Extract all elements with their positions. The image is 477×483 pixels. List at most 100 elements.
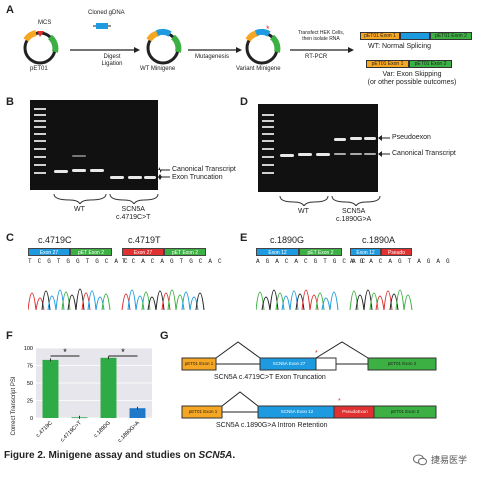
- rt-pcr-label: RT-PCR: [305, 54, 328, 60]
- pet01-label: pET01: [30, 66, 48, 72]
- chart-ytick-label: 50: [27, 381, 33, 387]
- chart-xtick-label: c.1890G: [93, 420, 112, 439]
- gel-d-braces: [279, 195, 381, 206]
- chart-ylabel: Correct Transcript PSI: [11, 376, 17, 435]
- g-row1-label: SCN5A c.4719C>T Exon Truncation: [214, 374, 326, 381]
- e-left-petexon2: pET Exon 2: [299, 248, 342, 256]
- gel-d-pseudoexon-label: Pseudoexon: [392, 134, 431, 141]
- caption-gene: SCN5A: [198, 450, 233, 461]
- g-row2-label: SCN5A c.1890G>A Intron Retention: [216, 422, 328, 429]
- watermark-text: 捷易医学: [430, 455, 467, 465]
- var-bar-exon1: pET01 Exon 1: [366, 60, 409, 68]
- var-bar-exon2: pET01 Exon 2: [409, 60, 452, 68]
- chart-xtick-label: c.4719C>T: [60, 420, 84, 444]
- e-right-title: c.1890A: [362, 235, 396, 245]
- watermark: 捷易医学: [412, 453, 467, 466]
- var-outcome-bar: pET01 Exon 1 pET01 Exon 2: [366, 60, 452, 68]
- gel-b-wt-label: WT: [74, 206, 85, 213]
- cloned-gdna-label: Cloned gDNA: [88, 10, 125, 16]
- gel-d-arrows: [378, 135, 390, 157]
- chart-ytick-label: 75: [27, 364, 33, 370]
- e-right-sequence: A G A C A G T A G A G: [350, 258, 451, 265]
- g-row1-exon1: pET01 Exon 1: [184, 361, 214, 366]
- c-left-petexon2: pET Exon 2: [70, 248, 112, 256]
- e-left-sequence: A G A C A C G T G C A C: [256, 258, 367, 265]
- gel-b-braces: [53, 193, 159, 204]
- c-chromatograms: [28, 288, 205, 311]
- panel-a-schematic: *: [23, 23, 354, 65]
- e-left-exonbar: Exon 12 pET Exon 2: [256, 248, 342, 256]
- e-right-exon12: Exon 12: [350, 248, 381, 256]
- g-row2-exon2: pET01 Exon 2: [390, 409, 420, 414]
- panel-label-a: A: [6, 4, 14, 16]
- psi-bar-chart: Correct Transcript PSI 0 25 50 75 100 c.4719…: [11, 346, 152, 444]
- g-row2-scn5a12: SCN5A Exon 12: [280, 409, 314, 414]
- gel-b: [30, 100, 158, 190]
- panel-label-c: C: [6, 232, 14, 244]
- panel-label-e: E: [240, 232, 248, 244]
- wt-bar-exon1: pET01 Exon 1: [360, 32, 400, 40]
- c-right-petexon2: pET Exon 2: [164, 248, 206, 256]
- e-left-title: c.1890G: [270, 235, 305, 245]
- g-row2-exon1: pET01 Exon 1: [188, 409, 218, 414]
- gel-d: [258, 104, 378, 192]
- panel-label-g: G: [160, 330, 169, 342]
- caption-prefix: Figure 2. Minigene assay and studies on: [4, 450, 199, 461]
- chart-sig-star-1: *: [121, 347, 125, 357]
- wt-bar-exon2: pET01 Exon 2: [430, 32, 472, 40]
- gel-d-wt-label: WT: [298, 208, 309, 215]
- e-right-pseudo: Pseudo: [381, 248, 412, 256]
- digest-ligation-label: Digest Ligation: [101, 54, 123, 67]
- e-right-exonbar: Exon 12 Pseudo: [350, 248, 412, 256]
- gel-b-variant-label: SCN5A c.4719C>T: [116, 206, 151, 221]
- transfect-label: Transfect HEK Cells, then isolate RNA: [297, 30, 345, 42]
- g-variant-star-1: *: [315, 350, 318, 357]
- wt-outcome-label: WT: Normal Splicing: [368, 43, 432, 50]
- figure-caption: Figure 2. Minigene assay and studies on …: [4, 450, 235, 461]
- chart-sig-star-0: *: [63, 347, 67, 357]
- variant-minigene-label: Variant Minigene: [236, 66, 281, 72]
- mcs-label: MCS: [38, 20, 52, 26]
- c-right-exonbar: Exon 27 pET Exon 2: [122, 248, 206, 256]
- chart-bar-3: [129, 408, 146, 418]
- e-chromatograms: [256, 289, 413, 311]
- variant-star-icon: *: [266, 24, 270, 34]
- g-row2-pseudoexon: PseudoExon: [342, 409, 368, 414]
- g-variant-star-2: *: [338, 398, 341, 405]
- chart-ytick-label: 0: [30, 416, 33, 422]
- var-outcome-label: Var: Exon Skipping (or other possible ou…: [367, 71, 457, 86]
- panel-label-f: F: [6, 330, 13, 342]
- panel-label-d: D: [240, 96, 248, 108]
- gdna-insert-icon: [96, 23, 108, 29]
- c-left-exon27: Exon 27: [28, 248, 70, 256]
- caption-suffix: .: [232, 450, 236, 461]
- gel-b-canonical-label: Canonical Transcript: [172, 166, 236, 173]
- wt-outcome-bar: pET01 Exon 1 pET01 Exon 2: [360, 32, 472, 40]
- c-right-exon27: Exon 27: [122, 248, 164, 256]
- chart-ytick-label: 25: [27, 399, 33, 405]
- c-left-exonbar: Exon 27 pET Exon 2: [28, 248, 112, 256]
- chart-bar-0: [42, 359, 59, 418]
- c-left-sequence: T C G T G G T G C A C: [28, 258, 129, 265]
- chart-xtick-label: c.4719C: [35, 420, 54, 439]
- wt-bar-scn5a: [400, 32, 430, 40]
- chart-bar-2: [100, 357, 117, 418]
- panel-label-b: B: [6, 96, 14, 108]
- mutagenesis-label: Mutagenesis: [195, 54, 230, 60]
- wechat-icon: [412, 454, 427, 465]
- gel-b-arrows: [158, 167, 170, 180]
- c-right-sequence: T C A C A G T G C A C: [122, 258, 223, 265]
- g-row1-scn5a27: SCN5A Exon 27: [272, 361, 306, 366]
- mcs-marker-icon: [37, 31, 44, 37]
- g-row1-exon2: pET01 Exon 2: [387, 361, 417, 366]
- wt-minigene-label: WT Minigene: [140, 66, 176, 72]
- gel-d-canonical-label: Canonical Transcript: [392, 150, 456, 157]
- c-left-title: c.4719C: [38, 235, 72, 245]
- c-right-title: c.4719T: [128, 235, 161, 245]
- e-left-exon12: Exon 12: [256, 248, 299, 256]
- chart-xtick-label: c.1890G>A: [117, 420, 141, 444]
- chart-ytick-label: 100: [24, 346, 33, 352]
- panel-g-diagram: * *: [181, 341, 437, 419]
- gel-b-truncation-label: Exon Truncation: [172, 174, 223, 181]
- gel-d-variant-label: SCN5A c.1890G>A: [336, 208, 372, 223]
